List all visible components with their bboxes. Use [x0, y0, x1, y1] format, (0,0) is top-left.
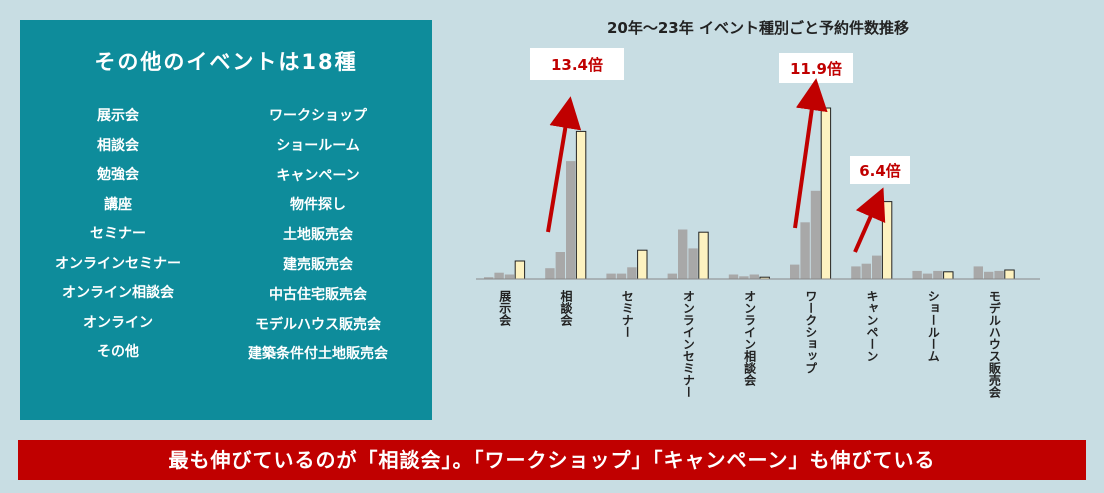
- event-item: オンライン相談会: [62, 285, 174, 301]
- event-item: 物件探し: [290, 197, 346, 214]
- bar-ワークショップ-4: [820, 107, 832, 280]
- bar-ワークショップ-2: [800, 222, 810, 279]
- growth-arrow: [546, 96, 582, 233]
- ratio-callout-box: [530, 48, 624, 80]
- chart-title: 20年〜23年 イベント種別ごと予約件数推移: [607, 19, 909, 37]
- ratio-callout-box: [850, 156, 910, 184]
- x-tick-label: ショールーム: [926, 290, 940, 362]
- event-item: キャンペーン: [276, 167, 360, 184]
- bar-モデルハウス販売会-4: [1004, 269, 1015, 280]
- bar-ショールーム-3: [933, 270, 943, 279]
- event-item: 建売販売会: [283, 256, 353, 273]
- bar-セミナー-3: [627, 267, 637, 279]
- event-item: 講座: [104, 196, 132, 213]
- bar-オンライン相談会-2: [739, 276, 749, 279]
- ratio-callout-text: 6.4倍: [859, 162, 901, 180]
- bar-オンラインセミナー-2: [678, 229, 688, 279]
- bar-展示会-4: [514, 260, 526, 280]
- ratio-callout-text: 11.9倍: [790, 60, 842, 78]
- bar-オンラインセミナー-4: [698, 231, 709, 280]
- bar-相談会-4: [575, 130, 587, 280]
- bar-セミナー-1: [606, 273, 616, 279]
- bar-相談会-3: [566, 161, 576, 279]
- x-tick-label: ワークショップ: [804, 290, 818, 374]
- event-types-panel: その他のイベントは18種 展示会 相談会 勉強会 講座 セミナー オンラインセミ…: [20, 20, 432, 420]
- bar-セミナー-2: [616, 273, 627, 279]
- bar-ワークショップ-1: [790, 264, 800, 279]
- event-item: ワークショップ: [269, 108, 367, 124]
- bar-展示会-2: [494, 272, 504, 279]
- bar-キャンペーン-2: [861, 263, 871, 279]
- bar-オンラインセミナー-3: [688, 248, 698, 279]
- bar-ショールーム-4: [943, 271, 954, 280]
- bar-モデルハウス販売会-3: [994, 270, 1004, 279]
- event-item: 建築条件付土地販売会: [248, 346, 388, 363]
- bar-相談会-1: [545, 268, 555, 279]
- ratio-callout-text: 13.4倍: [551, 56, 603, 74]
- bar-キャンペーン-1: [851, 266, 861, 279]
- bar-モデルハウス販売会-2: [984, 271, 994, 279]
- bar-オンラインセミナー-1: [667, 273, 677, 279]
- x-tick-label: 相談会: [559, 289, 573, 327]
- event-item: その他: [97, 344, 139, 360]
- event-item: 中古住宅販売会: [269, 286, 367, 303]
- bar-ショールーム-2: [922, 273, 933, 279]
- event-item: ショールーム: [276, 137, 360, 154]
- event-item: セミナー: [90, 226, 146, 242]
- bar-オンライン相談会-3: [749, 274, 759, 279]
- bar-展示会-1: [484, 277, 494, 279]
- bar-展示会-3: [504, 274, 515, 279]
- ratio-callout-box: [779, 53, 853, 83]
- event-item: モデルハウス販売会: [255, 316, 381, 333]
- x-tick-label: モデルハウス販売会: [987, 290, 1001, 399]
- bar-ショールーム-1: [912, 270, 922, 279]
- bar-キャンペーン-4: [881, 201, 893, 280]
- event-list-right: ワークショップ ショールーム キャンペーン 物件探し 土地販売会 建売販売会 中…: [220, 106, 416, 374]
- bar-ワークショップ-3: [810, 190, 821, 279]
- event-item: オンライン: [83, 314, 153, 331]
- x-tick-label: 展示会: [498, 290, 512, 327]
- x-tick-label: キャンペーン: [865, 290, 879, 362]
- event-item: 展示会: [97, 108, 139, 124]
- event-list-left: 展示会 相談会 勉強会 講座 セミナー オンラインセミナー オンライン相談会 オ…: [34, 106, 202, 372]
- bar-セミナー-4: [637, 249, 648, 280]
- bar-キャンペーン-3: [872, 255, 882, 279]
- x-tick-label: オンライン相談会: [743, 290, 757, 387]
- bar-オンライン相談会-1: [728, 274, 739, 279]
- panel-title: その他のイベントは18種: [94, 50, 358, 74]
- growth-arrow: [853, 187, 886, 253]
- event-item: 相談会: [97, 137, 139, 154]
- growth-arrow: [793, 78, 828, 229]
- event-item: 土地販売会: [283, 227, 353, 244]
- reservation-trend-chart: 20年〜23年 イベント種別ごと予約件数推移 展示会 相談会 セミナー オンラインセミ…: [476, 19, 1040, 399]
- event-item: 勉強会: [97, 167, 139, 183]
- bar-モデルハウス販売会-1: [973, 266, 983, 279]
- event-item: オンラインセミナー: [55, 255, 181, 272]
- bar-相談会-2: [555, 252, 565, 279]
- x-tick-label: オンラインセミナー: [681, 290, 695, 398]
- summary-banner: 最も伸びているのが「相談会」。「ワークショップ」「キャンペーン」も伸びている: [18, 440, 1086, 480]
- x-tick-label: セミナー: [620, 290, 634, 338]
